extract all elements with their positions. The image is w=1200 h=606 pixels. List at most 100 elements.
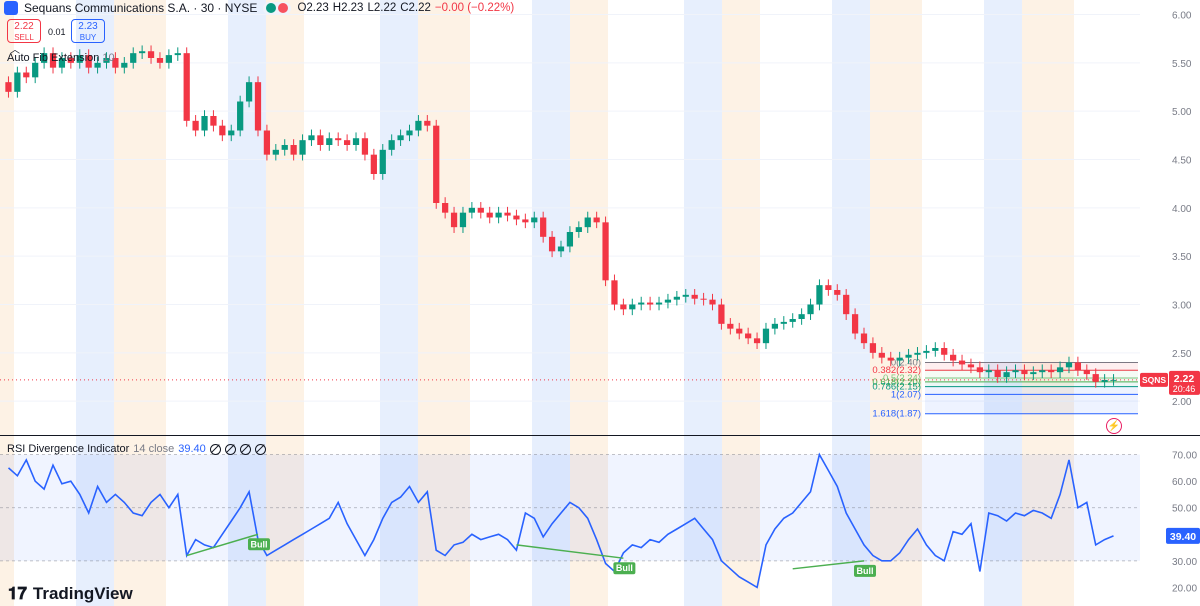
candle-body[interactable]	[32, 62, 39, 78]
candle-body[interactable]	[780, 321, 787, 324]
candle-body[interactable]	[629, 304, 636, 310]
candle-body[interactable]	[237, 101, 244, 131]
candle-body[interactable]	[486, 212, 493, 218]
candle-body[interactable]	[638, 302, 645, 305]
rsi-value-tag[interactable]	[1166, 527, 1200, 544]
candle-body[interactable]	[798, 314, 805, 319]
candle-body[interactable]	[335, 138, 342, 141]
candle-body[interactable]	[192, 120, 199, 131]
candle-body[interactable]	[1048, 370, 1055, 373]
candle-body[interactable]	[736, 328, 743, 334]
candle-body[interactable]	[290, 145, 297, 155]
candle-body[interactable]	[49, 53, 57, 68]
candle-body[interactable]	[673, 296, 680, 300]
candle-body[interactable]	[85, 55, 92, 68]
candle-body[interactable]	[584, 217, 591, 228]
candle-body[interactable]	[771, 323, 779, 329]
candle-body[interactable]	[121, 62, 128, 68]
candle-body[interactable]	[272, 149, 279, 155]
candle-body[interactable]	[174, 53, 181, 56]
candle-body[interactable]	[531, 217, 538, 223]
candle-body[interactable]	[397, 135, 404, 141]
candle-body[interactable]	[40, 53, 48, 63]
candle-body[interactable]	[228, 130, 235, 136]
candle-body[interactable]	[326, 138, 333, 145]
rsi-line[interactable]	[7, 452, 1114, 589]
symbol-tag-box[interactable]	[1140, 372, 1168, 387]
candle-body[interactable]	[887, 357, 894, 361]
candle-body[interactable]	[263, 130, 271, 155]
candle-body[interactable]	[156, 58, 164, 63]
candle-body[interactable]	[183, 53, 190, 121]
candle-body[interactable]	[950, 354, 957, 361]
candle-body[interactable]	[745, 333, 752, 339]
candle-body[interactable]	[709, 299, 716, 305]
candle-body[interactable]	[112, 58, 119, 68]
candle-body[interactable]	[664, 299, 672, 303]
candle-body[interactable]	[1030, 372, 1037, 375]
candle-body[interactable]	[5, 82, 12, 92]
candle-body[interactable]	[958, 360, 966, 365]
candle-body[interactable]	[967, 364, 975, 368]
candle-body[interactable]	[1056, 367, 1064, 373]
candle-body[interactable]	[406, 130, 413, 136]
candle-body[interactable]	[976, 367, 983, 373]
candle-body[interactable]	[816, 285, 823, 305]
candle-body[interactable]	[789, 319, 796, 322]
candle-body[interactable]	[442, 203, 449, 213]
candle-body[interactable]	[1039, 370, 1046, 373]
candle-body[interactable]	[932, 348, 939, 351]
candle-body[interactable]	[388, 140, 395, 150]
candle-body[interactable]	[1003, 372, 1010, 377]
candle-body[interactable]	[67, 58, 74, 63]
candle-body[interactable]	[1065, 362, 1073, 368]
candle-body[interactable]	[923, 350, 930, 353]
candle-body[interactable]	[941, 348, 948, 355]
candle-body[interactable]	[727, 323, 734, 329]
candle-body[interactable]	[433, 125, 440, 203]
candle-body[interactable]	[299, 140, 306, 155]
collapse-legend-icon[interactable]: ︿	[10, 45, 20, 56]
candle-body[interactable]	[557, 246, 565, 252]
candle-body[interactable]	[611, 280, 618, 305]
candle-body[interactable]	[219, 125, 226, 136]
candle-body[interactable]	[593, 217, 600, 223]
candle-body[interactable]	[450, 212, 458, 228]
candle-body[interactable]	[1101, 379, 1108, 382]
candle-body[interactable]	[843, 294, 850, 315]
candle-body[interactable]	[825, 285, 832, 290]
hidden-plot-icon[interactable]	[209, 443, 221, 455]
candle-body[interactable]	[1012, 370, 1019, 373]
candle-body[interactable]	[245, 82, 253, 102]
candle-body[interactable]	[94, 62, 101, 68]
candle-body[interactable]	[1021, 370, 1028, 375]
candle-body[interactable]	[281, 145, 288, 150]
candle-body[interactable]	[308, 135, 315, 141]
fib-indicator-legend[interactable]: Auto Fib Extension 10	[7, 52, 115, 64]
candle-body[interactable]	[130, 53, 137, 63]
candle-body[interactable]	[513, 215, 520, 220]
symbol-title[interactable]: Sequans Communications S.A. · 30 · NYSE	[24, 1, 258, 15]
candle-body[interactable]	[762, 328, 770, 344]
candle-body[interactable]	[317, 135, 324, 145]
candle-body[interactable]	[139, 51, 146, 54]
candle-body[interactable]	[869, 343, 877, 353]
candle-body[interactable]	[254, 82, 262, 131]
candle-body[interactable]	[994, 370, 1001, 377]
candle-body[interactable]	[682, 294, 689, 297]
candle-body[interactable]	[415, 120, 422, 131]
candle-body[interactable]	[647, 302, 654, 305]
candle-body[interactable]	[691, 294, 698, 299]
candle-body[interactable]	[352, 138, 360, 145]
candle-body[interactable]	[602, 222, 609, 281]
candle-body[interactable]	[1083, 370, 1090, 375]
candle-body[interactable]	[753, 338, 761, 344]
candle-body[interactable]	[165, 55, 172, 63]
current-price-tag[interactable]	[1169, 370, 1200, 395]
candle-body[interactable]	[468, 207, 475, 213]
candle-body[interactable]	[566, 232, 574, 247]
candle-body[interactable]	[985, 370, 992, 373]
candle-body[interactable]	[548, 236, 556, 252]
candle-body[interactable]	[504, 212, 511, 216]
